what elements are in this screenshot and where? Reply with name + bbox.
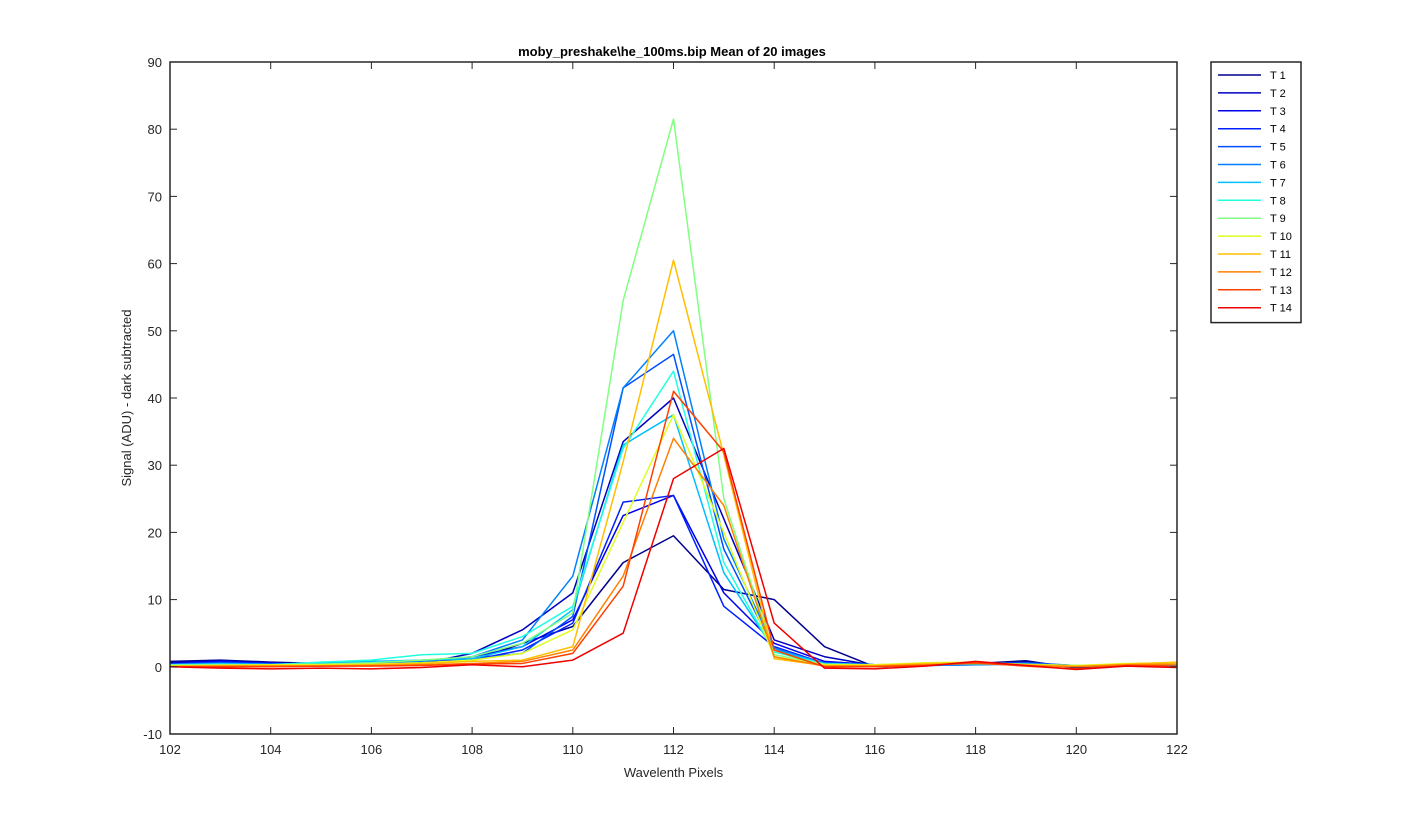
y-tick-label: 20 — [148, 525, 162, 540]
x-tick-label: 122 — [1166, 742, 1188, 757]
legend-item-t12: T 12 — [1218, 267, 1292, 279]
legend-label: T 7 — [1270, 177, 1286, 189]
y-tick-label: 70 — [148, 189, 162, 204]
legend-label: T 9 — [1270, 213, 1286, 225]
legend-label: T 13 — [1270, 285, 1292, 297]
legend-item-t10: T 10 — [1218, 231, 1292, 243]
legend-item-t3: T 3 — [1218, 106, 1286, 118]
legend-label: T 1 — [1270, 70, 1286, 82]
x-tick-label: 110 — [562, 742, 583, 757]
x-tick-label: 118 — [965, 742, 986, 757]
legend-label: T 10 — [1270, 231, 1292, 243]
legend: T 1 T 2 T 3 T 4 T 5 T 6 T 7 T 8 T 9 T 10 T 11 T 12 T… — [1210, 61, 1302, 324]
legend-item-t14: T 14 — [1218, 303, 1292, 315]
legend-item-t2: T 2 — [1218, 88, 1286, 100]
y-axis-ticks: -10 0 10 20 30 40 50 60 70 80 90 — [143, 55, 1177, 742]
legend-label: T 4 — [1270, 124, 1286, 136]
y-tick-label: 60 — [148, 257, 162, 272]
y-tick-label: 40 — [148, 391, 162, 406]
legend-label: T 11 — [1270, 249, 1291, 261]
x-tick-label: 108 — [461, 742, 483, 757]
y-tick-label: 80 — [148, 122, 162, 137]
x-tick-label: 104 — [260, 742, 282, 757]
legend-item-t6: T 6 — [1218, 160, 1286, 172]
legend-item-t8: T 8 — [1218, 195, 1286, 207]
y-tick-label: 90 — [148, 55, 162, 70]
x-tick-label: 114 — [764, 742, 785, 757]
plot-area: 102 104 106 108 110 112 114 116 118 120 122 -10010… — [143, 55, 1188, 757]
legend-item-t7: T 7 — [1218, 177, 1286, 189]
legend-label: T 5 — [1270, 142, 1286, 154]
legend-box — [1210, 61, 1302, 324]
legend-item-t4: T 4 — [1218, 124, 1286, 136]
series-line-t14 — [169, 447, 1178, 671]
legend-items: T 1 T 2 T 3 T 4 T 5 T 6 T 7 T 8 T 9 T 10 T 11 T 12 T… — [1218, 70, 1292, 315]
y-tick-label: 30 — [148, 458, 162, 473]
legend-item-t1: T 1 — [1218, 70, 1286, 82]
legend-item-t9: T 9 — [1218, 213, 1286, 225]
legend-item-t5: T 5 — [1218, 142, 1286, 154]
legend-label: T 14 — [1270, 303, 1292, 315]
legend-item-t11: T 11 — [1218, 249, 1291, 261]
x-tick-label: 112 — [663, 742, 684, 757]
x-tick-label: 120 — [1065, 742, 1087, 757]
x-axis-label: Wavelenth Pixels — [624, 765, 724, 780]
legend-label: T 2 — [1270, 88, 1286, 100]
legend-label: T 6 — [1270, 160, 1286, 172]
legend-label: T 8 — [1270, 195, 1286, 207]
y-axis-label: Signal (ADU) - dark subtracted — [119, 309, 134, 486]
legend-item-t13: T 13 — [1218, 285, 1292, 297]
y-tick-label: 0 — [155, 660, 162, 675]
x-tick-label: 106 — [361, 742, 383, 757]
x-axis-ticks: 102 104 106 108 110 112 114 116 118 120 122 — [159, 62, 1188, 757]
y-tick-label: -10 — [143, 727, 162, 742]
series-line-t13 — [170, 390, 1178, 670]
legend-label: T 3 — [1270, 106, 1286, 118]
y-tick-label: 50 — [148, 324, 162, 339]
x-tick-label: 102 — [159, 742, 181, 757]
legend-label: T 12 — [1270, 267, 1292, 279]
y-tick-label: 10 — [148, 593, 162, 608]
chart-title: moby_preshake\he_100ms.bip Mean of 20 im… — [518, 44, 826, 59]
series-lines — [169, 118, 1178, 671]
x-tick-label: 116 — [865, 742, 886, 757]
